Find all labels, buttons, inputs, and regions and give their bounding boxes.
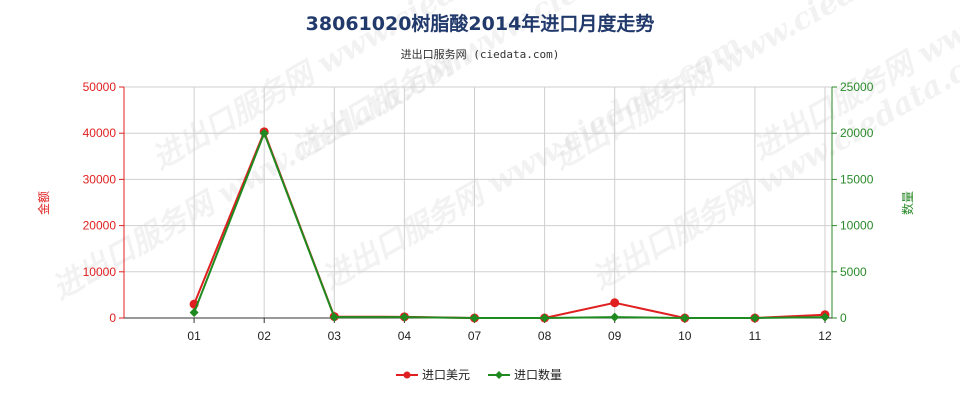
data-point [820, 312, 830, 322]
series-line [193, 130, 826, 319]
legend-label: 进口数量 [514, 367, 562, 382]
legend-marker [495, 371, 503, 379]
left-tick-label: 50000 [83, 80, 117, 94]
left-tick-label: 30000 [83, 172, 117, 186]
right-tick-label: 15000 [840, 172, 874, 186]
right-axis-label: 数量 [900, 191, 915, 215]
axes: 0 10000 20000 30000 40000 50000 0 5000 10000 1500… [36, 80, 915, 343]
x-tick-label: 02 [258, 329, 272, 343]
x-tick-label: 07 [468, 329, 482, 343]
data-point [259, 128, 269, 138]
x-tick-label: 12 [818, 329, 832, 343]
left-tick-label: 10000 [83, 265, 117, 279]
x-tick-label: 11 [749, 329, 762, 343]
right-tick-label: 25000 [840, 80, 874, 94]
data-point [540, 313, 550, 323]
right-tick-label: 0 [840, 311, 847, 325]
chart-title: 38061020树脂酸2014年进口月度走势 [306, 12, 655, 35]
left-tick-label: 20000 [83, 219, 117, 233]
series-layer [189, 127, 830, 323]
right-tick-label: 20000 [840, 126, 874, 140]
left-tick-label: 40000 [83, 126, 117, 140]
legend: 进口美元 进口数量 [396, 367, 562, 382]
right-tick-label: 10000 [840, 219, 874, 233]
x-tick-label: 08 [538, 329, 552, 343]
left-tick-label: 0 [109, 311, 116, 325]
data-point [329, 312, 339, 322]
legend-marker [403, 371, 411, 379]
x-tick-label: 09 [608, 329, 622, 343]
data-point [680, 313, 690, 323]
left-axis-label: 金额 [36, 191, 51, 215]
data-point [610, 298, 620, 308]
x-tick-label: 04 [398, 329, 412, 343]
data-point [469, 313, 479, 323]
chart-subtitle: 进出口服务网 (ciedata.com) [401, 47, 560, 61]
x-tick-label: 01 [187, 329, 201, 343]
x-tick-label: 10 [678, 329, 692, 343]
legend-label: 进口美元 [422, 368, 470, 382]
data-point [189, 307, 199, 317]
data-point [610, 312, 620, 322]
right-tick-label: 5000 [840, 265, 867, 279]
data-point [750, 313, 760, 323]
data-point [399, 312, 409, 322]
x-tick-label: 03 [328, 329, 342, 343]
